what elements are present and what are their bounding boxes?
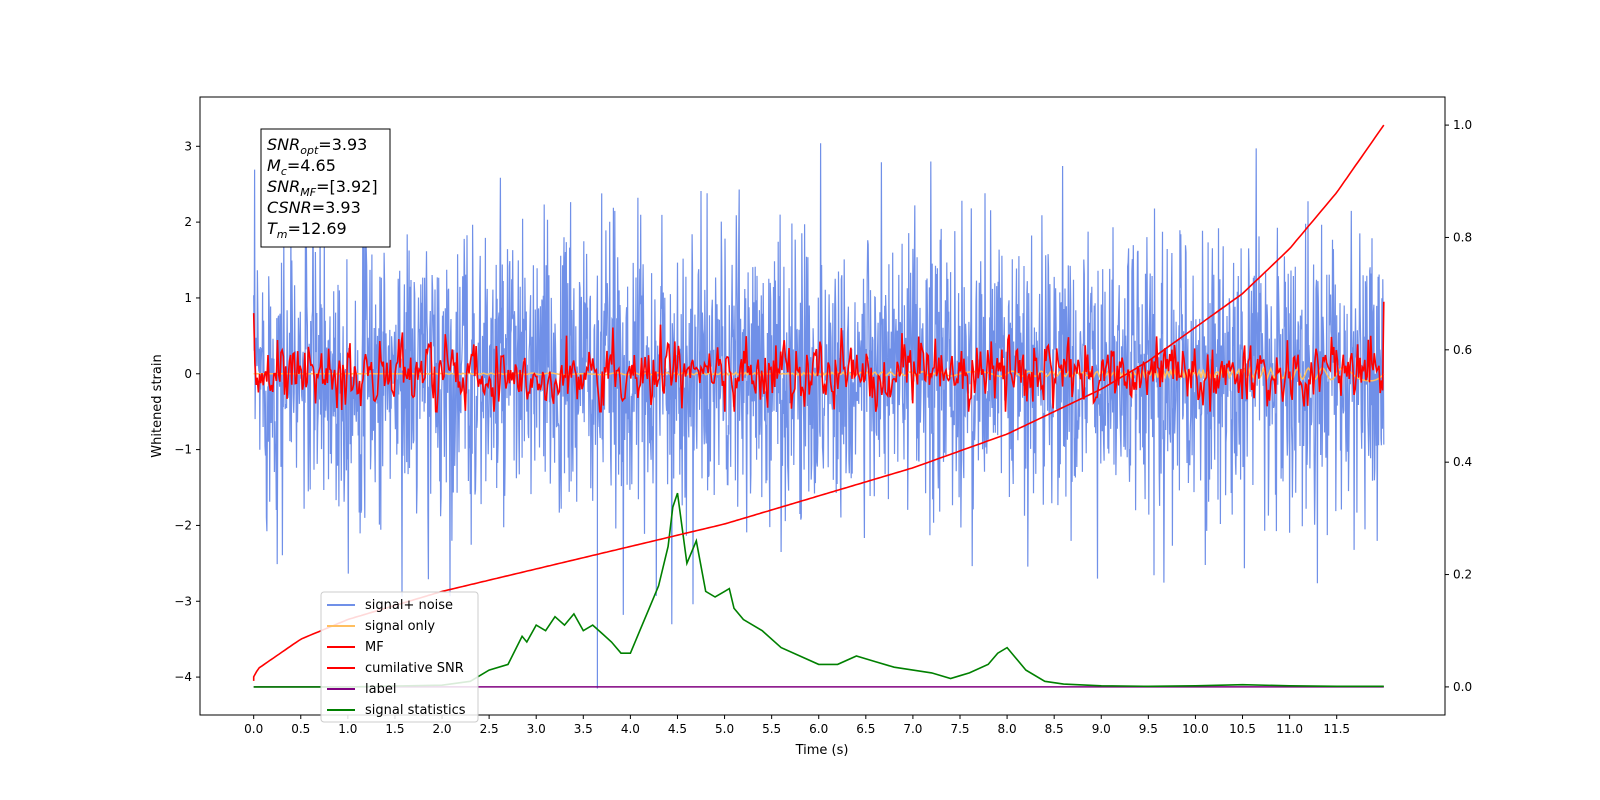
y-axis-label: Whitened strain <box>150 354 165 457</box>
y-tick-label: 2 <box>184 215 192 229</box>
y-tick-label: −2 <box>174 518 192 532</box>
legend-label: cumilative SNR <box>365 661 464 676</box>
x-tick-label: 6.5 <box>856 722 875 736</box>
x-tick-label: 3.5 <box>574 722 593 736</box>
annotation-line: SNRMF=[3.92] <box>267 177 378 199</box>
x-tick-label: 5.5 <box>762 722 781 736</box>
x-tick-label: 5.0 <box>715 722 734 736</box>
x-tick-label: 4.0 <box>621 722 640 736</box>
y-tick-label: 1 <box>184 291 192 305</box>
annotation-line: Mc=4.65 <box>267 156 336 178</box>
axes: 0.0 0.5 1.0 1.5 2.0 2.5 3.0 3.5 4.0 4.5 5.0 5.5 6.0 6… <box>174 118 1472 736</box>
x-tick-label: 7.0 <box>903 722 922 736</box>
y-tick-label: −4 <box>174 670 192 684</box>
y-tick-label: −1 <box>174 443 192 457</box>
legend-label: label <box>365 682 396 697</box>
y-right-tick-label: 0.0 <box>1453 680 1472 694</box>
x-tick-label: 10.0 <box>1182 722 1209 736</box>
series-mf-line <box>252 301 1385 413</box>
y-right-tick-label: 0.4 <box>1453 455 1472 469</box>
x-tick-label: 10.5 <box>1229 722 1256 736</box>
y-right-tick-label: 0.8 <box>1453 230 1472 244</box>
legend-label: signal only <box>365 619 435 634</box>
x-tick-label: 2.5 <box>480 722 499 736</box>
legend-label: MF <box>365 640 384 655</box>
x-tick-label: 0.0 <box>244 722 263 736</box>
x-tick-label: 1.5 <box>385 722 404 736</box>
annotation-line: SNRopt=3.93 <box>267 135 367 157</box>
y-tick-label: −3 <box>174 594 192 608</box>
x-tick-label: 7.5 <box>950 722 969 736</box>
annotation-line: CSNR=3.93 <box>267 198 361 217</box>
x-axis-label: Time (s) <box>795 743 849 758</box>
x-tick-label: 6.0 <box>809 722 828 736</box>
x-tick-label: 4.5 <box>668 722 687 736</box>
y-right-tick-label: 0.6 <box>1453 343 1472 357</box>
y-right-tick-label: 0.2 <box>1453 568 1472 582</box>
y-tick-label: 3 <box>184 139 192 153</box>
legend-label: signal+ noise <box>365 598 453 613</box>
x-tick-label: 11.0 <box>1276 722 1303 736</box>
legend: signal+ noise signal only MF cumilative SNR… <box>320 591 479 723</box>
x-tick-label: 9.0 <box>1092 722 1111 736</box>
annotation-line: Tm=12.69 <box>267 219 347 241</box>
y-tick-label: 0 <box>184 367 192 381</box>
x-tick-label: 2.0 <box>432 722 451 736</box>
x-tick-label: 3.0 <box>527 722 546 736</box>
y-right-tick-label: 1.0 <box>1453 118 1472 132</box>
series-signal-statistics-line <box>253 492 1384 688</box>
x-tick-label: 1.0 <box>338 722 357 736</box>
x-tick-label: 8.0 <box>998 722 1017 736</box>
x-tick-label: 9.5 <box>1139 722 1158 736</box>
legend-label: signal statistics <box>365 703 466 718</box>
plot-frame <box>199 96 1446 716</box>
x-tick-label: 8.5 <box>1045 722 1064 736</box>
x-tick-label: 11.5 <box>1323 722 1350 736</box>
x-tick-label: 0.5 <box>291 722 310 736</box>
